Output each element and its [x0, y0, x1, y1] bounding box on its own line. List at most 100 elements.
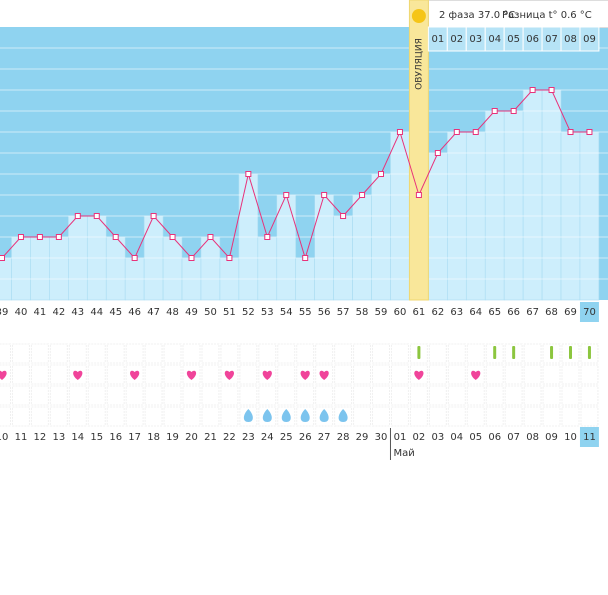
- icon-cell: [447, 406, 466, 427]
- icon-cell: [353, 364, 372, 385]
- icon-cell: [277, 364, 296, 385]
- date-label: 13: [52, 432, 65, 443]
- date-label: 11: [15, 432, 28, 443]
- sun-icon: [411, 9, 426, 23]
- icon-cell: [523, 385, 542, 406]
- temperature-point: [264, 234, 271, 240]
- green-mark: [512, 346, 516, 359]
- cycle-day-label: 51: [223, 307, 236, 318]
- icon-cell: [106, 406, 125, 427]
- green-mark: [550, 346, 554, 359]
- date-label: 09: [545, 432, 558, 443]
- phase2-day-label: 01: [431, 34, 444, 45]
- phase2-day-label: 06: [526, 34, 539, 45]
- temperature-point: [321, 192, 328, 198]
- cycle-day-label: 59: [375, 307, 388, 318]
- cycle-day-label: 60: [394, 307, 407, 318]
- phase2-day-label: 08: [564, 34, 577, 45]
- icon-cell: [182, 343, 201, 364]
- icon-cell: [447, 364, 466, 385]
- icon-cell: [144, 385, 163, 406]
- date-label: 16: [109, 432, 122, 443]
- icon-cell: [106, 385, 125, 406]
- icon-cell: [144, 343, 163, 364]
- cycle-day-label: 52: [242, 307, 255, 318]
- icon-cell: [372, 385, 390, 406]
- phase2-day-cell: [579, 26, 600, 52]
- green-mark: [493, 346, 497, 359]
- icon-cell: [390, 343, 409, 364]
- heart-icon: [319, 370, 329, 380]
- date-label: 27: [318, 432, 331, 443]
- phase2-day-label: 05: [507, 34, 520, 45]
- icon-cell: [504, 385, 523, 406]
- date-label: 19: [166, 432, 179, 443]
- icon-cell: [144, 364, 163, 385]
- icon-cell: [296, 343, 315, 364]
- icon-cell: [125, 343, 144, 364]
- cycle-day-label: 43: [71, 307, 84, 318]
- phase2-day-label: 02: [450, 34, 463, 45]
- date-label: 29: [356, 432, 369, 443]
- icon-cell: [163, 364, 182, 385]
- icon-cell: [0, 343, 11, 364]
- cycle-day-label: 64: [469, 307, 482, 318]
- cycle-day-label: 66: [507, 307, 520, 318]
- icon-cell: [447, 343, 466, 364]
- temperature-column: [49, 236, 69, 301]
- cycle-day-label: 54: [280, 307, 293, 318]
- header-box: [428, 0, 608, 28]
- date-label: 25: [280, 432, 293, 443]
- temperature-column: [257, 236, 278, 301]
- icon-cell: [334, 343, 353, 364]
- icon-cell: [409, 385, 428, 406]
- icon-cell: [49, 343, 68, 364]
- temperature-point: [245, 171, 252, 177]
- temperature-point: [55, 234, 62, 240]
- cycle-day-label: 65: [488, 307, 501, 318]
- cycle-day-label: 56: [318, 307, 331, 318]
- temperature-point: [112, 234, 119, 240]
- temperature-point: [396, 129, 403, 135]
- icon-cell: [447, 385, 466, 406]
- date-label: 03: [431, 432, 444, 443]
- heart-icon: [73, 370, 83, 380]
- temperature-line: [1, 89, 590, 260]
- date-label: 24: [261, 432, 274, 443]
- cycle-day-label: 47: [147, 307, 160, 318]
- temperature-point: [472, 129, 479, 135]
- cycle-day-label: 62: [431, 307, 444, 318]
- temperature-point: [491, 108, 498, 114]
- green-mark: [587, 346, 591, 359]
- temperature-point: [188, 255, 195, 261]
- icon-cell: [485, 385, 504, 406]
- cycle-day-label: 57: [337, 307, 350, 318]
- date-label: 23: [242, 432, 255, 443]
- icon-cell: [182, 385, 201, 406]
- date-label: 07: [507, 432, 520, 443]
- icon-cell: [220, 406, 239, 427]
- cycle-day-label: 58: [356, 307, 369, 318]
- icon-cell: [353, 343, 372, 364]
- temperature-point: [510, 108, 517, 114]
- heart-icon: [300, 370, 310, 380]
- drop-icon: [281, 409, 291, 422]
- date-label: 10: [0, 432, 8, 443]
- temperature-point: [359, 192, 366, 198]
- icon-cell: [315, 385, 334, 406]
- icon-cell: [428, 385, 447, 406]
- icon-cell: [11, 406, 30, 427]
- icon-cell: [353, 406, 372, 427]
- date-label: 14: [71, 432, 84, 443]
- icon-cell: [49, 385, 68, 406]
- temperature-column: [162, 236, 183, 301]
- temperature-column: [105, 236, 126, 301]
- temperature-point: [548, 87, 555, 93]
- heart-icon: [414, 370, 424, 380]
- icon-cell: [466, 406, 485, 427]
- drop-icon: [338, 409, 348, 422]
- icon-cell: [466, 343, 485, 364]
- date-label: 12: [34, 432, 47, 443]
- icon-cell: [542, 385, 561, 406]
